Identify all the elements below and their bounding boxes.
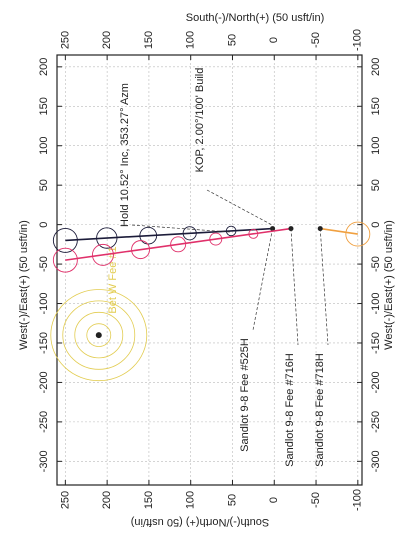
y-tick-label: 250 [59,491,71,509]
well-path [320,227,358,235]
well-path [65,227,292,261]
x-tick-label: 200 [38,58,50,76]
target-point [95,332,102,339]
well-label: Sandlot 9-8 Fee #525H [239,338,251,452]
annotation-leader [206,189,273,226]
leader-line [319,228,329,346]
target-ring [74,311,124,359]
well-label: Sandlot 9-8 Fee #716H [284,353,296,467]
x-tick-label: 150 [38,97,50,115]
target-ring [50,289,148,382]
y-tick-label: 0 [268,37,280,43]
uncertainty-ellipse [209,232,223,246]
x-tick-label: -200 [370,371,382,393]
annotation: Hold 10.52° Inc, 353.27° Azm [119,83,131,227]
y-tick-label: 0 [268,497,280,503]
x-tick-label: -250 [370,411,382,433]
leader-line [252,228,273,331]
target-ring [86,323,112,347]
y-tick-label: -50 [310,32,322,48]
x-tick-label: -200 [38,371,50,393]
x-tick-label: 0 [38,222,50,228]
x-tick-label: 100 [370,137,382,155]
bottom-axis-title: South(-)/North(+) (50 usft/in) [131,516,269,528]
uncertainty-ellipse [170,236,187,253]
y-tick-label: 150 [143,31,155,49]
well-label: Sandlot 9-8 Fee #718H [314,353,326,467]
x-tick-label: -300 [370,450,382,472]
x-tick-label: 150 [370,97,382,115]
y-tick-label: -100 [352,489,364,511]
y-tick-label: 250 [59,31,71,49]
x-tick-label: -150 [370,332,382,354]
x-tick-label: 200 [370,58,382,76]
uncertainty-ellipse [131,240,151,260]
y-tick-label: 100 [185,31,197,49]
y-tick-label: -100 [352,29,364,51]
y-tick-label: 200 [101,31,113,49]
y-tick-label: 50 [226,494,238,506]
left-axis-title: West(-)/East(+) (50 usft/in) [18,220,30,350]
x-tick-label: 100 [38,137,50,155]
y-tick-label: 50 [226,34,238,46]
plot-frame [56,54,363,486]
y-tick-label: 200 [101,491,113,509]
x-tick-label: -50 [38,256,50,272]
uncertainty-ellipse [345,221,371,247]
target-ring [62,300,136,370]
annotation-leader [131,224,231,233]
y-tick-label: 150 [143,491,155,509]
x-tick-label: -100 [38,293,50,315]
uncertainty-ellipse [92,243,114,266]
x-tick-label: -50 [370,256,382,272]
right-axis-title: West(-)/East(+) (50 usft/in) [383,220,395,350]
y-tick-label: 100 [185,491,197,509]
x-tick-label: 0 [370,222,382,228]
x-tick-label: -100 [370,293,382,315]
annotation: KOP, 2.00°/100' Build [194,68,206,173]
x-tick-label: -250 [38,411,50,433]
well-path [65,227,273,242]
leader-line [290,228,299,346]
x-tick-label: -150 [38,332,50,354]
y-tick-label: -50 [310,492,322,508]
uncertainty-ellipse [52,247,78,273]
x-tick-label: 50 [38,179,50,191]
x-tick-label: -300 [38,450,50,472]
x-tick-label: 50 [370,179,382,191]
top-axis-title: South(-)/North(+) (50 usft/in) [186,12,324,24]
